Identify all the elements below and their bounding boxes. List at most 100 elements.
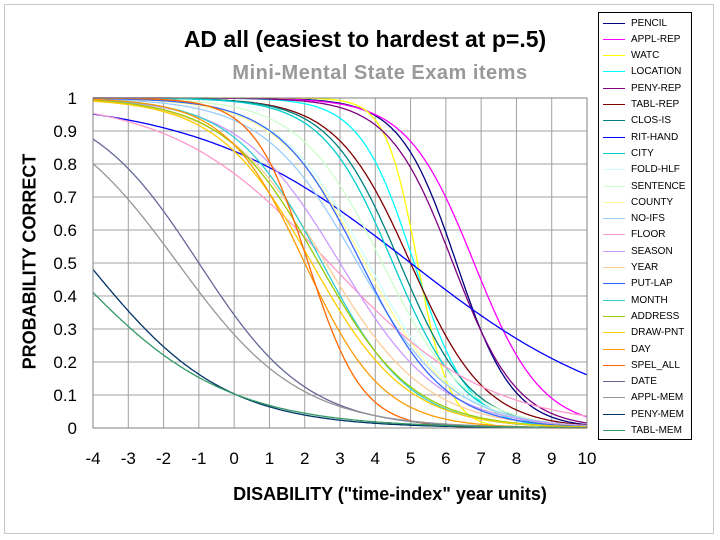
legend: PENCIL APPL-REP WATC LOCATION PENY-REP TABL-R… (598, 12, 692, 440)
legend-swatch (603, 104, 625, 105)
legend-swatch (603, 234, 625, 236)
legend-swatch (603, 185, 625, 187)
legend-item: PENCIL (603, 16, 667, 30)
legend-item: PUT-LAP (603, 277, 673, 291)
series-line-no-ifs (93, 98, 588, 427)
legend-swatch (603, 348, 625, 350)
x-tick-label: 4 (371, 449, 380, 468)
legend-swatch (603, 218, 625, 220)
legend-label: CLOS-IS (631, 115, 672, 127)
legend-item: CLOS-IS (603, 114, 671, 128)
legend-item: RIT-HAND (603, 130, 678, 144)
x-tick-label: -2 (156, 449, 171, 468)
legend-label: FLOOR (631, 229, 666, 241)
legend-label: APPL-MEM (631, 392, 684, 404)
legend-swatch (603, 364, 625, 366)
series-line-county (93, 98, 588, 427)
legend-swatch (603, 299, 625, 301)
legend-label: NO-IFS (631, 213, 665, 225)
legend-label: SENTENCE (631, 180, 686, 192)
legend-label: APPL-REP (631, 33, 681, 45)
y-tick-label: 0.3 (53, 320, 77, 339)
legend-item: FOLD-HLF (603, 163, 680, 177)
legend-label: SPEL_ALL (631, 359, 680, 371)
legend-label: TABL-REP (631, 99, 680, 110)
legend-label: SEASON (631, 245, 673, 257)
y-tick-label: 0.5 (53, 254, 77, 273)
x-tick-label: 7 (476, 449, 485, 468)
x-tick-label: 10 (578, 449, 597, 468)
legend-swatch (603, 267, 625, 268)
legend-item: PENY-REP (603, 81, 681, 95)
legend-item: DAY (603, 342, 651, 356)
x-axis-label: DISABILITY ("time-index" year units) (233, 484, 547, 504)
legend-label: DATE (631, 376, 657, 388)
x-tick-label: -1 (191, 449, 206, 468)
legend-swatch (603, 71, 625, 73)
legend-item: FLOOR (603, 228, 665, 242)
legend-label: MONTH (631, 294, 668, 306)
series-line-tabl-mem (92, 291, 587, 429)
legend-swatch (603, 332, 625, 334)
legend-swatch (603, 381, 625, 383)
legend-item: YEAR (603, 261, 658, 275)
legend-swatch (603, 169, 625, 171)
x-tick-label: 3 (335, 449, 344, 468)
legend-label: PENCIL (631, 17, 668, 29)
x-tick-labels: -4 -3 -2 -1 0 1 2 3 4 5 6 7 8 9 10 (85, 449, 596, 468)
legend-label: DAY (631, 343, 651, 355)
legend-swatch (603, 413, 625, 415)
legend-swatch (603, 120, 625, 122)
plot-area-border (92, 97, 588, 429)
x-tick-label: 1 (265, 449, 274, 468)
y-tick-label: 0.9 (53, 122, 77, 141)
legend-item: DRAW-PNT (603, 326, 684, 340)
y-tick-label: 0.1 (53, 386, 77, 405)
x-tick-label: 5 (406, 449, 415, 468)
legend-label: YEAR (631, 262, 659, 273)
legend-item: SPEL_ALL (603, 358, 680, 372)
legend-item: ADDRESS (603, 309, 679, 323)
legend-swatch (603, 315, 625, 317)
series-line-draw-pnt (92, 100, 588, 428)
legend-swatch (603, 430, 625, 431)
legend-item: TABL-REP (603, 98, 679, 112)
legend-swatch (603, 152, 625, 154)
legend-label: PENY-REP (631, 82, 682, 94)
legend-label: RIT-HAND (631, 131, 679, 143)
chart-title: AD all (easiest to hardest at p=.5) (183, 26, 547, 52)
legend-label: LOCATION (631, 66, 682, 78)
chart-subtitle: Mini-Mental State Exam items (232, 62, 528, 84)
y-tick-labels: 0 0.1 0.2 0.3 0.4 0.5 0.6 0.7 0.8 0.9 1 (53, 89, 77, 438)
legend-item: SENTENCE (603, 179, 685, 193)
y-tick-label: 0.4 (53, 287, 77, 306)
y-tick-label: 0 (68, 419, 77, 438)
legend-item: WATC (603, 49, 659, 63)
legend-label: PUT-LAP (631, 278, 673, 290)
legend-item: NO-IFS (603, 212, 665, 226)
y-tick-label: 0.2 (53, 353, 77, 372)
legend-swatch (603, 283, 625, 285)
legend-label: ADDRESS (631, 310, 680, 322)
series-line-floor (92, 112, 588, 417)
legend-item: DATE (603, 375, 657, 389)
y-tick-label: 1 (68, 89, 77, 108)
legend-swatch (603, 55, 625, 57)
x-tick-label: 6 (441, 449, 450, 468)
legend-label: CITY (631, 147, 654, 159)
legend-label: PENY-MEM (631, 408, 684, 420)
x-tick-label: -4 (85, 449, 100, 468)
legend-label: DRAW-PNT (631, 327, 685, 339)
y-tick-label: 0.6 (53, 221, 77, 240)
legend-item: MONTH (603, 293, 668, 307)
axes (92, 97, 588, 429)
x-tick-label: 8 (512, 449, 521, 468)
legend-swatch (603, 87, 625, 89)
legend-label: COUNTY (631, 196, 674, 208)
legend-label: TABL-MEM (631, 425, 682, 436)
series-line-put-lap (93, 97, 588, 428)
legend-item: TABL-MEM (603, 424, 682, 438)
legend-item: LOCATION (603, 65, 681, 79)
series-line-rit-hand (92, 113, 588, 376)
slide-frame (4, 4, 714, 534)
